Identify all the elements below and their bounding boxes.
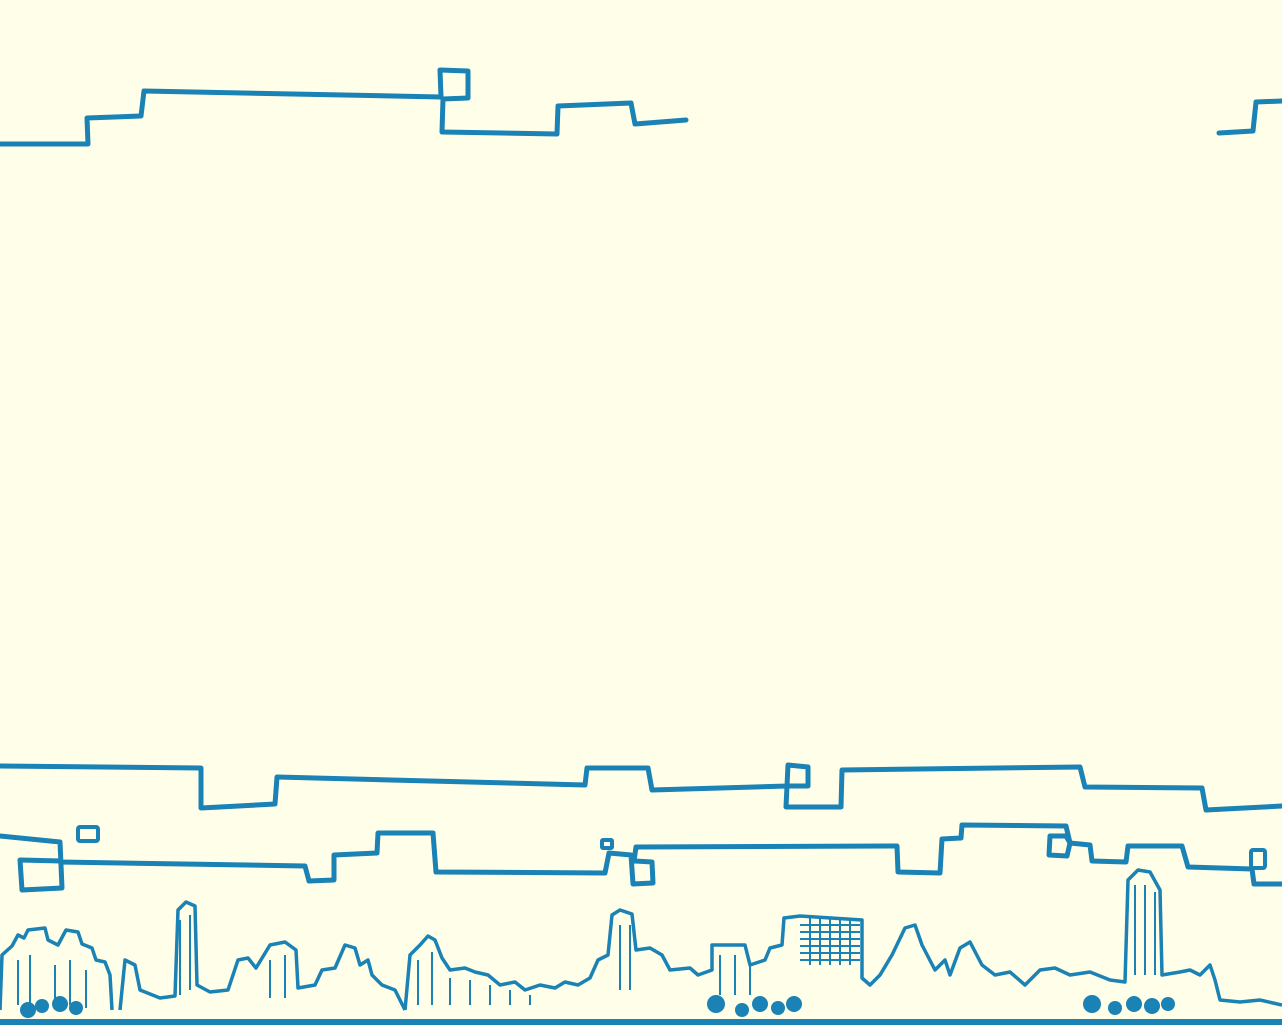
lower-line-lower — [0, 822, 1282, 893]
top-line-left — [0, 67, 689, 147]
top-line-right — [1216, 98, 1282, 136]
small-window-right — [1249, 848, 1267, 870]
trees — [20, 995, 1175, 1018]
skyline-mid-cluster — [403, 868, 1282, 1011]
ground-strip — [0, 1019, 1282, 1025]
skyline-grid-building — [800, 918, 860, 965]
lower-line-upper — [0, 762, 1282, 813]
city-skyline — [0, 868, 1282, 1025]
skyline-left-cluster — [0, 926, 114, 1011]
skyline-tower-left — [118, 900, 407, 1011]
small-window-left — [76, 825, 100, 843]
small-window-center — [600, 838, 614, 850]
